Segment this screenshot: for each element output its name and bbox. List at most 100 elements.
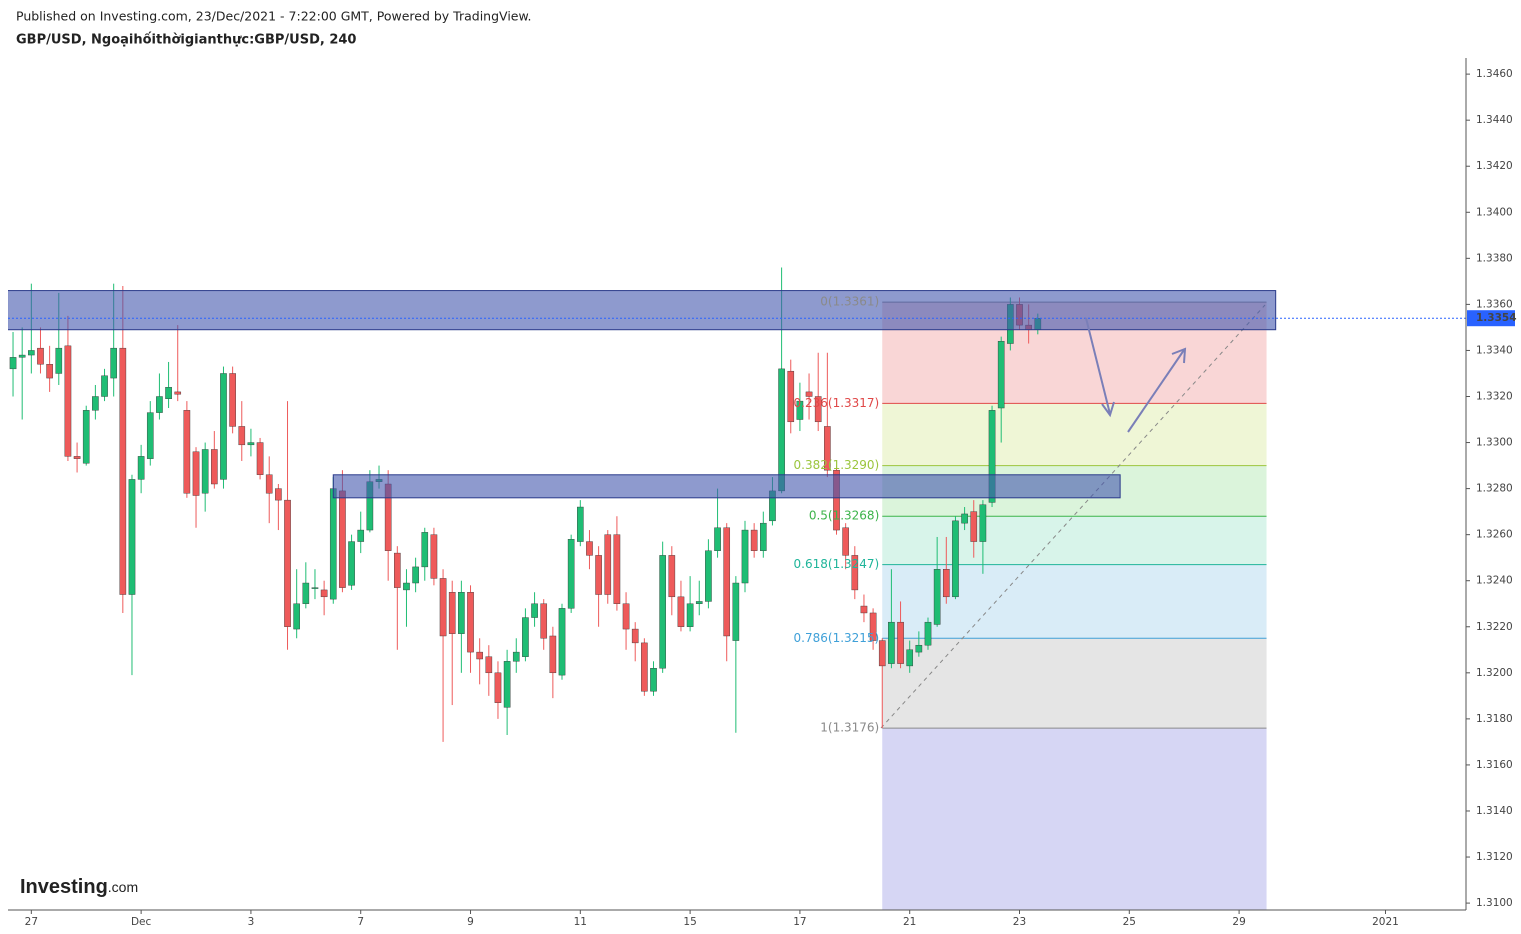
y-tick-label: 1.3140 (1476, 805, 1513, 817)
candle-body (9, 357, 17, 370)
candle-body (293, 603, 300, 630)
candle-body (247, 442, 255, 446)
candle-body (878, 640, 886, 667)
candle-body (439, 578, 447, 637)
candle-body (833, 469, 840, 531)
candle-body (888, 621, 895, 664)
y-tick-label: 1.3460 (1476, 68, 1513, 80)
y-tick-label: 1.3400 (1476, 206, 1513, 218)
candle-body (778, 368, 785, 492)
y-tick-label: 1.3200 (1476, 667, 1513, 679)
fib-labels: 0(1.3361) 0.236(1.3317) 0.382(1.3290) 0.5(1… (794, 295, 880, 735)
candle-body (165, 387, 172, 400)
candle-body (668, 555, 676, 598)
candle-body (942, 569, 950, 598)
candle-body (641, 642, 648, 692)
fib-band (882, 403, 1267, 466)
candle-body (988, 410, 996, 503)
logo-brand: Investing (20, 876, 108, 898)
candle-body (650, 668, 657, 692)
candle-body (119, 347, 127, 595)
x-tick-label: 23 (1013, 916, 1026, 928)
fib-label: 0.786(1.3215) (794, 631, 880, 645)
candle-body (686, 603, 694, 627)
x-tick-label: 29 (1232, 916, 1245, 928)
candle-body (73, 456, 81, 459)
candle-body (897, 621, 904, 664)
candle-body (256, 442, 264, 475)
candle-body (101, 375, 108, 397)
candle-body (622, 603, 630, 630)
x-tick-label: 15 (683, 916, 696, 928)
candle-body (55, 347, 63, 374)
x-tick-label: 27 (25, 916, 38, 928)
candle-body (476, 651, 483, 660)
candle-body (110, 347, 117, 379)
candle-body (265, 474, 273, 494)
candle-body (238, 426, 246, 446)
candle-body (357, 529, 365, 542)
candle-body (485, 656, 493, 674)
candle-body (348, 541, 355, 586)
y-tick-label: 1.3100 (1476, 897, 1513, 909)
candle-body (183, 410, 191, 494)
candle-body (549, 635, 557, 674)
y-tick-label: 1.3220 (1476, 621, 1513, 633)
y-tick-label: 1.3380 (1476, 252, 1513, 264)
candle-body (329, 488, 337, 600)
fib-label: 0.618(1.3247) (794, 557, 880, 571)
last-price-box (1467, 310, 1515, 327)
candle-body (677, 596, 685, 627)
candle-body (174, 391, 182, 395)
candle-body (467, 592, 474, 653)
y-tick-label: 1.3360 (1476, 298, 1513, 310)
candle-body (211, 449, 218, 485)
plot-area: 0(1.3361) 0.236(1.3317) 0.382(1.3290) 0.5(1… (8, 267, 1466, 910)
candle-body (869, 612, 877, 641)
candle-body (394, 552, 401, 588)
y-tick-label: 1.3300 (1476, 437, 1513, 449)
x-tick-label: 21 (903, 916, 916, 928)
y-tick-label: 1.3280 (1476, 483, 1513, 495)
candle-body (403, 582, 410, 591)
candle-body (156, 396, 163, 413)
candle-body (970, 511, 978, 542)
candle-body (860, 605, 868, 614)
candle-body (723, 527, 731, 637)
candle-body (82, 410, 90, 464)
candle-body (714, 527, 721, 551)
candle-body (796, 400, 804, 420)
candle-body (421, 532, 429, 568)
candle-body (759, 522, 767, 551)
candle-body (933, 569, 941, 625)
candle-body (503, 661, 511, 708)
candle-body (567, 539, 575, 609)
candle-body (631, 628, 639, 644)
zone (8, 290, 1277, 331)
candle-body (522, 617, 529, 657)
candle-body (906, 649, 914, 667)
candle-body (28, 350, 35, 356)
candle-body (192, 451, 200, 496)
candle-body (558, 608, 566, 676)
candle-body (842, 527, 849, 556)
x-tick-label: 17 (793, 916, 806, 928)
candle-body (787, 370, 795, 423)
candle-body (137, 456, 145, 480)
x-tick-label: 25 (1123, 916, 1136, 928)
candle-body (997, 341, 1005, 409)
candle-body (339, 490, 346, 588)
y-tick-label: 1.3120 (1476, 851, 1513, 863)
candle-body (915, 644, 923, 653)
arrow-up (1127, 349, 1185, 433)
x-tick-label: 2021 (1372, 916, 1399, 928)
logo-suffix: .com (108, 879, 138, 895)
candle-body (275, 488, 282, 501)
candle-body (814, 396, 822, 423)
candle-body (430, 534, 438, 579)
y-tick-label: 1.3420 (1476, 160, 1513, 172)
candle-body (979, 504, 987, 542)
candle-body (311, 587, 319, 589)
y-tick-label: 1.3260 (1476, 529, 1513, 541)
